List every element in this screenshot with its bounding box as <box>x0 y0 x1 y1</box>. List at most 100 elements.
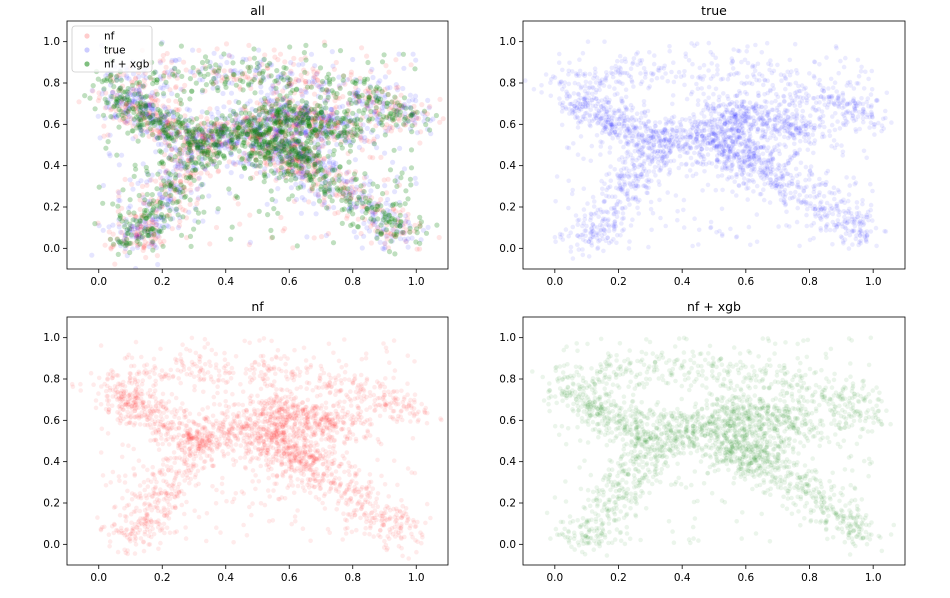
scatter-point <box>211 76 217 82</box>
scatter-point <box>385 196 391 203</box>
scatter-point <box>123 107 130 113</box>
scatter-point <box>259 104 265 110</box>
scatter-point <box>259 133 266 139</box>
scatter-point <box>248 82 254 88</box>
scatter-point <box>137 232 143 238</box>
scatter-point <box>259 141 266 147</box>
scatter-point <box>336 95 342 101</box>
scatter-point <box>151 93 157 99</box>
scatter-point <box>405 236 411 242</box>
scatter-point <box>274 113 280 119</box>
scatter-point <box>323 165 329 171</box>
scatter-point <box>333 104 339 110</box>
scatter-point <box>271 98 277 104</box>
scatter-point <box>174 157 180 163</box>
scatter-point <box>278 130 284 136</box>
scatter-point <box>152 242 158 248</box>
scatter-point <box>299 123 305 129</box>
scatter-point <box>148 115 154 122</box>
scatter-point <box>177 218 183 224</box>
scatter-point <box>323 140 329 146</box>
scatter-point <box>391 211 397 217</box>
scatter-point <box>323 173 329 179</box>
scatter-point <box>150 222 156 228</box>
scatter-point <box>297 107 303 113</box>
scatter-point <box>163 111 169 118</box>
scatter-point <box>281 129 287 135</box>
scatter-point <box>163 106 169 112</box>
scatter-point <box>168 179 174 185</box>
scatter-point <box>378 231 385 237</box>
scatter-point <box>350 98 356 104</box>
scatter-point <box>390 106 396 112</box>
scatter-point <box>122 239 128 246</box>
scatter-point <box>385 91 391 98</box>
scatter-point <box>115 197 122 203</box>
scatter-point <box>279 115 285 121</box>
scatter-point <box>163 123 169 129</box>
scatter-point <box>210 137 216 143</box>
scatter-point <box>265 212 271 218</box>
scatter-point <box>422 109 428 115</box>
scatter-point <box>402 201 408 207</box>
scatter-point <box>316 83 322 89</box>
scatter-point <box>230 68 236 74</box>
scatter-point <box>250 122 256 128</box>
scatter-point <box>401 166 408 172</box>
scatter-point <box>383 233 389 239</box>
scatter-point <box>265 96 271 102</box>
scatter-point <box>221 76 227 82</box>
scatter-point <box>274 110 280 116</box>
scatter-point <box>400 229 406 236</box>
scatter-point <box>158 214 164 221</box>
scatter-point <box>160 91 167 97</box>
scatter-point <box>374 98 380 104</box>
scatter-point <box>388 104 395 110</box>
scatter-point <box>344 121 350 127</box>
scatter-point <box>285 113 291 119</box>
scatter-point <box>230 139 236 145</box>
scatter-point <box>692 150 697 156</box>
scatter-point <box>260 74 266 80</box>
scatter-point <box>385 128 391 134</box>
scatter-point <box>304 169 310 175</box>
scatter-point <box>267 60 273 66</box>
scatter-point <box>273 129 279 135</box>
scatter-point <box>209 131 215 137</box>
scatter-point <box>304 133 310 139</box>
scatter-point <box>207 173 213 179</box>
scatter-point <box>656 179 661 184</box>
scatter-point <box>371 109 377 115</box>
scatter-point <box>243 158 249 164</box>
scatter-point <box>102 105 108 111</box>
scatter-point <box>371 96 377 102</box>
scatter-point <box>369 66 375 72</box>
scatter-point <box>251 163 257 169</box>
scatter-point <box>262 96 268 102</box>
scatter-point <box>171 73 178 79</box>
scatter-point <box>161 218 167 224</box>
scatter-point <box>227 190 233 196</box>
scatter-point <box>342 81 348 87</box>
scatter-point <box>376 114 382 120</box>
scatter-point <box>177 131 183 137</box>
scatter-point <box>177 155 183 161</box>
scatter-point <box>357 187 363 193</box>
scatter-point <box>261 131 267 137</box>
scatter-point <box>295 139 301 145</box>
scatter-point <box>286 99 292 106</box>
scatter-point <box>409 111 415 117</box>
scatter-point <box>167 182 173 188</box>
scatter-point <box>216 150 222 156</box>
scatter-point <box>384 212 390 218</box>
scatter-point <box>334 193 340 199</box>
scatter-point <box>122 232 128 239</box>
scatter-point <box>172 71 178 77</box>
scatter-point <box>149 217 155 223</box>
scatter-point <box>201 166 207 172</box>
scatter-point <box>391 220 397 226</box>
scatter-point <box>318 119 324 125</box>
scatter-point <box>295 100 301 106</box>
scatter-point <box>395 217 401 223</box>
scatter-point <box>322 100 328 106</box>
